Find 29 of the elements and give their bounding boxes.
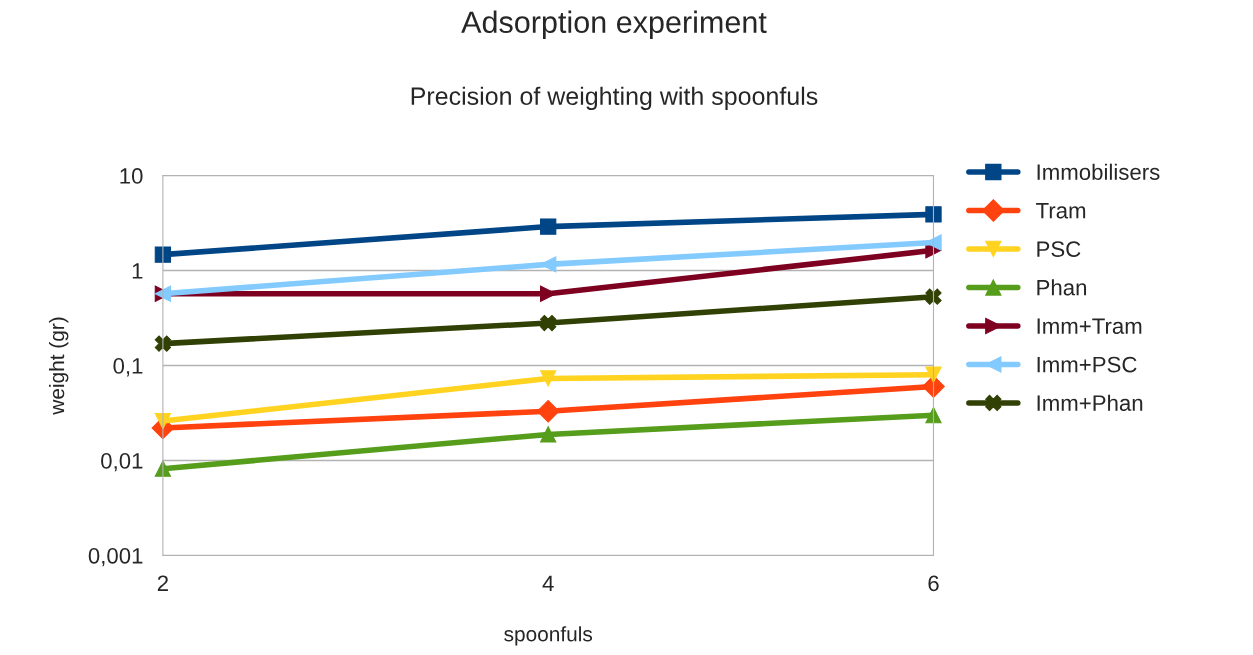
y-tick-label: 0,1	[113, 358, 143, 377]
legend-label: Imm+Tram	[1037, 318, 1142, 334]
legend-label: Immobilisers	[1037, 163, 1160, 180]
x-tick-label: 6	[928, 575, 939, 592]
chart-subtitle: Precision of weighting with spoonfuls	[411, 86, 818, 110]
legend-label: Imm+PSC	[1037, 356, 1137, 373]
y-tick-label: 1	[132, 263, 143, 279]
y-tick-label: 10	[120, 168, 143, 184]
legend-label: Imm+Phan	[1037, 394, 1143, 411]
point	[536, 399, 560, 423]
point	[925, 406, 942, 424]
chart-title: Adsorption experiment	[461, 10, 767, 40]
point	[154, 246, 172, 263]
y-axis-title: weight (gr)	[48, 317, 69, 415]
legend-label: PSC	[1037, 241, 1081, 257]
point	[540, 426, 557, 443]
legend-label: Tram	[1036, 202, 1086, 219]
point	[540, 370, 557, 387]
point	[540, 314, 557, 332]
y-tick-label: 0,001	[88, 547, 143, 567]
point	[925, 288, 942, 305]
x-tick-label: 4	[542, 575, 554, 591]
point	[540, 218, 557, 235]
y-tick-label: 0,01	[101, 453, 143, 472]
legend-label: Phan	[1037, 279, 1087, 296]
x-axis-title: spoonfuls	[504, 626, 593, 646]
point	[925, 206, 942, 223]
x-tick-label: 2	[157, 575, 168, 591]
point	[154, 335, 172, 352]
